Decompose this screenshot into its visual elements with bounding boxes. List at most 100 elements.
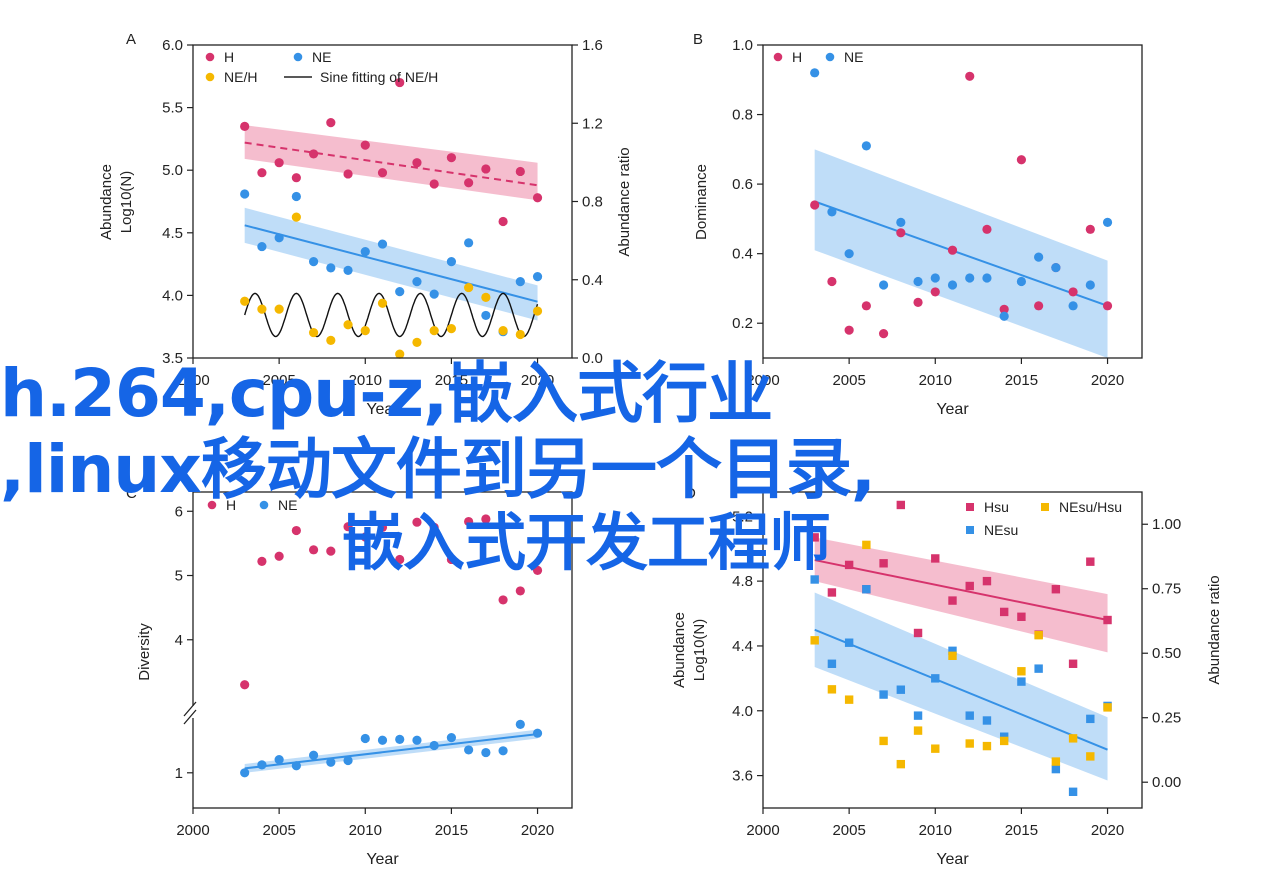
data-point xyxy=(879,736,888,746)
data-point xyxy=(515,586,525,596)
y2-tick-label: 1.00 xyxy=(1152,516,1181,533)
data-point xyxy=(240,768,250,778)
legend-label: H xyxy=(224,49,234,65)
data-point xyxy=(240,121,250,131)
ne-fit-line xyxy=(244,733,538,770)
x-tick-label: 2005 xyxy=(832,822,865,839)
data-point xyxy=(965,71,975,81)
x-tick-label: 2010 xyxy=(349,372,382,389)
y2-tick-label: 0.25 xyxy=(1152,710,1181,727)
data-point xyxy=(360,733,370,744)
y2-tick-label: 0.4 xyxy=(582,272,603,289)
legend-marker xyxy=(259,500,269,510)
data-point xyxy=(464,745,474,755)
y-tick-label: 5 xyxy=(175,568,183,585)
data-point xyxy=(464,238,474,248)
data-point xyxy=(810,533,819,542)
data-point xyxy=(827,276,837,287)
data-point xyxy=(1068,734,1078,743)
data-point xyxy=(827,685,837,694)
x-tick-label: 2010 xyxy=(349,822,382,839)
data-point xyxy=(913,711,923,720)
legend-marker xyxy=(773,52,783,62)
data-point xyxy=(896,228,906,238)
data-point xyxy=(1102,217,1113,227)
legend-marker xyxy=(966,526,974,534)
data-point xyxy=(326,546,336,556)
data-point xyxy=(274,755,284,765)
legend-marker xyxy=(207,500,217,510)
data-point xyxy=(395,287,405,297)
data-point xyxy=(481,747,491,758)
data-point xyxy=(896,685,906,694)
y-tick-label: 4.8 xyxy=(732,573,753,590)
data-point xyxy=(1086,557,1095,566)
y-axis: 3.5 4.0 4.5 5.0 5.5 6.0 xyxy=(162,37,193,367)
data-point xyxy=(274,233,284,243)
legend-label: Hsu xyxy=(984,499,1009,515)
data-point xyxy=(498,746,508,756)
y-tick-label: 4.4 xyxy=(732,638,753,655)
data-point xyxy=(326,757,336,767)
x-axis-label: Year xyxy=(936,851,969,868)
panel-letter: C xyxy=(126,485,137,502)
y-tick-label: 3.5 xyxy=(162,350,183,367)
data-point xyxy=(240,680,250,690)
data-point xyxy=(308,545,319,555)
data-point xyxy=(1103,703,1112,712)
data-point xyxy=(395,554,405,565)
y2-tick-label: 0.0 xyxy=(582,350,603,367)
data-point xyxy=(827,588,837,597)
hsu-fit-line xyxy=(814,559,1108,622)
data-point xyxy=(308,750,319,760)
data-point xyxy=(532,306,543,316)
y2-tick-label: 0.50 xyxy=(1152,645,1181,662)
x-tick-label: 2000 xyxy=(746,822,779,839)
y-tick-label: 0.4 xyxy=(732,246,753,263)
data-point xyxy=(1016,155,1027,165)
h-points xyxy=(240,514,543,690)
y-tick-label: 3.6 xyxy=(732,768,753,785)
legend-label: NE xyxy=(844,49,863,65)
data-point xyxy=(1034,630,1043,640)
legend-label: NE xyxy=(312,49,331,65)
data-point xyxy=(861,301,871,311)
data-point xyxy=(1034,664,1043,673)
data-point xyxy=(810,68,820,78)
x-tick-label: 2005 xyxy=(262,822,295,839)
data-point xyxy=(343,755,353,766)
data-point xyxy=(862,540,871,550)
x-tick-label: 2020 xyxy=(521,372,554,389)
data-point xyxy=(360,532,370,542)
sine-fit-line xyxy=(244,292,539,338)
data-point xyxy=(931,744,940,753)
data-point xyxy=(965,739,974,748)
ne-fit-line xyxy=(814,200,1108,307)
data-point xyxy=(412,337,422,347)
data-point xyxy=(1086,714,1095,724)
data-point xyxy=(965,711,974,720)
data-point xyxy=(1034,252,1044,262)
data-point xyxy=(861,141,871,151)
x-tick-label: 2020 xyxy=(1091,822,1124,839)
data-point xyxy=(274,551,284,561)
h-fit-line xyxy=(244,141,538,187)
hsu-confidence-band xyxy=(814,537,1108,653)
y2-axis: 0.0 0.4 0.8 1.2 1.6 xyxy=(572,37,603,367)
data-point xyxy=(395,734,405,744)
y2-tick-label: 0.75 xyxy=(1152,581,1181,598)
data-point xyxy=(878,280,889,290)
data-point xyxy=(377,298,388,308)
panel-letter: A xyxy=(126,31,136,48)
y-tick-label: 0.6 xyxy=(732,176,753,193)
y-tick-label: 1.0 xyxy=(732,37,753,54)
data-point xyxy=(360,326,370,336)
legend-ne: NE xyxy=(259,497,297,513)
data-point xyxy=(844,638,854,647)
data-point xyxy=(1017,667,1026,676)
legend-label: H xyxy=(226,497,236,513)
data-point xyxy=(896,217,906,227)
x-tick-label: 2020 xyxy=(521,822,554,839)
data-point xyxy=(913,628,923,638)
data-point xyxy=(274,304,284,314)
